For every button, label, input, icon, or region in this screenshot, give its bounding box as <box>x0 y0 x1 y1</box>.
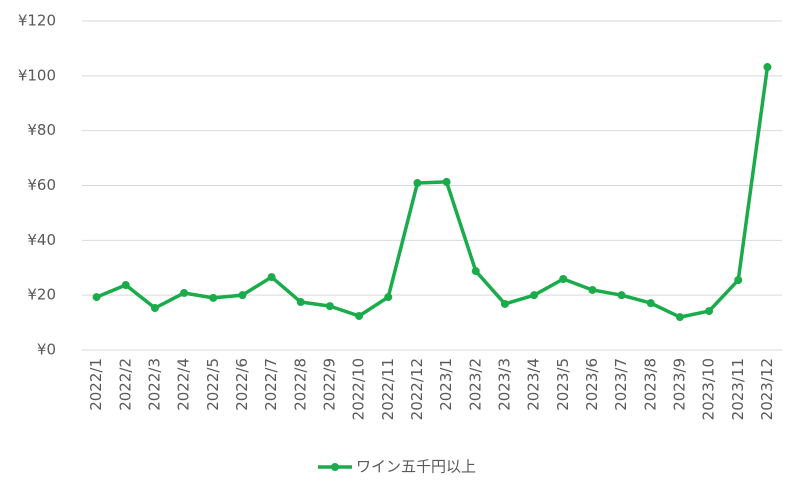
x-tick-label: 2022/5 <box>204 358 222 411</box>
x-tick-label: 2022/12 <box>408 358 426 420</box>
data-point <box>617 291 626 300</box>
data-point <box>734 276 743 285</box>
y-tick-label: ¥60 <box>27 176 56 194</box>
x-tick-label: 2022/9 <box>320 358 338 411</box>
x-tick-label: 2022/11 <box>379 358 397 420</box>
y-tick-label: ¥20 <box>27 286 56 304</box>
x-tick-label: 2023/7 <box>612 358 630 411</box>
x-tick-label: 2022/7 <box>262 358 280 411</box>
x-tick-label: 2023/4 <box>525 358 543 411</box>
x-tick-label: 2023/5 <box>554 358 572 411</box>
y-tick-label: ¥40 <box>27 231 56 249</box>
data-point <box>209 293 218 302</box>
x-tick-label: 2023/8 <box>641 358 659 411</box>
x-tick-label: 2022/4 <box>175 358 193 411</box>
x-tick-label: 2022/3 <box>145 358 163 411</box>
data-point <box>150 304 159 313</box>
data-point <box>267 273 276 282</box>
x-tick-label: 2022/1 <box>87 358 105 411</box>
data-point <box>500 299 509 308</box>
x-tick-label: 2023/10 <box>700 358 718 420</box>
data-point <box>763 63 772 72</box>
y-tick-label: ¥80 <box>27 121 56 139</box>
data-point <box>92 293 101 302</box>
x-tick-label: 2023/1 <box>437 358 455 411</box>
y-tick-label: ¥120 <box>18 12 56 30</box>
x-tick-label: 2022/8 <box>291 358 309 411</box>
data-point <box>530 291 539 300</box>
x-tick-label: 2022/2 <box>116 358 134 411</box>
x-tick-label: 2023/2 <box>466 358 484 411</box>
data-point <box>121 281 130 290</box>
x-tick-label: 2023/11 <box>729 358 747 420</box>
data-point <box>442 177 451 186</box>
y-tick-label: ¥0 <box>37 341 56 359</box>
x-tick-label: 2023/12 <box>758 358 776 420</box>
x-tick-label: 2022/6 <box>233 358 251 411</box>
data-point <box>384 293 393 302</box>
x-tick-label: 2022/10 <box>350 358 368 420</box>
data-point <box>705 307 714 316</box>
data-point <box>559 274 568 283</box>
data-point <box>180 288 189 297</box>
x-tick-label: 2023/3 <box>495 358 513 411</box>
data-point <box>325 302 334 311</box>
data-point <box>675 313 684 322</box>
data-point <box>588 285 597 294</box>
data-point <box>296 298 305 307</box>
x-tick-label: 2023/9 <box>670 358 688 411</box>
legend-label: ワイン五千円以上 <box>356 458 476 476</box>
data-point <box>355 312 364 321</box>
data-point <box>238 291 247 300</box>
data-line <box>95 66 770 319</box>
data-point <box>646 299 655 308</box>
legend-marker <box>331 463 339 471</box>
y-tick-label: ¥100 <box>18 66 56 84</box>
data-point <box>471 267 480 276</box>
data-point <box>413 179 422 188</box>
x-tick-label: 2023/6 <box>583 358 601 411</box>
